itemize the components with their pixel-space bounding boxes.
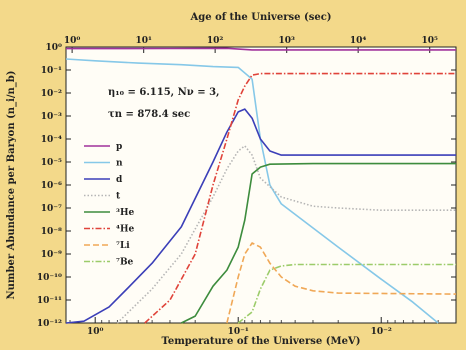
top-tick-label: 10³ (278, 36, 295, 46)
y-tick-label: 10⁻⁵ (41, 158, 62, 168)
y-tick-label: 10⁻¹² (37, 319, 62, 329)
y-tick-label: 10⁻¹ (41, 66, 62, 76)
annotation-eta: η₁₀ = 6.115, Nν = 3, (108, 87, 220, 98)
y-tick-label: 10⁻⁹ (41, 250, 62, 260)
legend-label: ³He (116, 208, 134, 218)
series-line-He (144, 72, 456, 324)
legend-label: ⁷Li (116, 241, 130, 251)
y-axis-title: Number Abundance per Baryon (n_i/n_b) (6, 70, 17, 299)
top-tick-label: 10¹ (135, 36, 152, 46)
y-tick-label: 10⁻⁸ (41, 227, 62, 237)
series-line-n (65, 58, 439, 324)
legend-label: ⁷Be (116, 258, 134, 268)
y-tick-label: 10⁻¹¹ (37, 296, 62, 306)
y-tick-label: 10⁻⁴ (41, 135, 62, 145)
legend-label: n (116, 159, 123, 169)
y-tick-label: 10⁻² (41, 89, 62, 99)
x-tick-label: 10⁰ (87, 327, 104, 337)
y-tick-label: 10⁻⁷ (41, 204, 62, 214)
series-line-Li (226, 242, 457, 324)
top-tick-label: 10⁵ (421, 36, 438, 46)
y-tick-label: 10⁰ (46, 43, 63, 53)
annotation-tau: τn = 878.4 sec (108, 109, 190, 120)
series-line-p (65, 47, 456, 51)
top-tick-label: 10⁰ (64, 36, 81, 46)
y-tick-label: 10⁻³ (41, 112, 62, 122)
x-tick-label: 10⁻¹ (228, 327, 249, 337)
chart-marks: 10⁰ 10⁻¹ 10⁻² 10⁻³ 10⁻⁴ 10⁻⁵ 10⁻⁶ 10⁻⁷ 10⁻⁸ 10⁻⁹ 1… (37, 36, 457, 337)
legend-label: p (116, 142, 122, 152)
top-tick-label: 10⁴ (350, 36, 367, 46)
series-line-Be (237, 263, 456, 324)
top-tick-label: 10² (207, 36, 224, 46)
series-line-t (116, 145, 456, 324)
legend-label: t (116, 192, 121, 202)
legend-label: ⁴He (116, 225, 134, 235)
bottom-axis-title: Temperature of the Universe (MeV) (162, 336, 361, 347)
series-line-He (180, 162, 456, 324)
plot-frame (65, 46, 457, 324)
y-tick-label: 10⁻⁶ (41, 181, 62, 191)
top-axis-title: Age of the Universe (sec) (189, 12, 331, 23)
y-tick-label: 10⁻¹⁰ (37, 273, 62, 283)
x-tick-label: 10⁻² (371, 327, 392, 337)
legend-label: d (116, 175, 123, 185)
